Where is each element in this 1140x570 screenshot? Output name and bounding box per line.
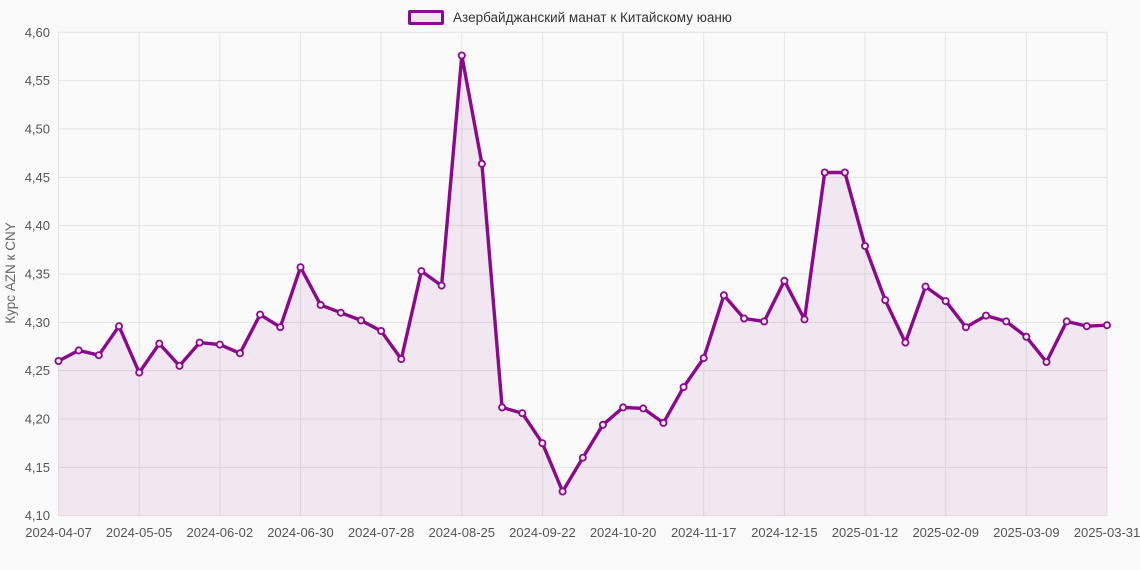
legend-swatch-icon [408, 9, 445, 25]
data-point[interactable] [1022, 332, 1031, 341]
data-point[interactable] [74, 346, 83, 355]
data-point[interactable] [760, 317, 769, 326]
data-point[interactable] [1103, 321, 1112, 330]
data-point[interactable] [215, 340, 224, 349]
data-point[interactable] [659, 418, 668, 427]
y-axis-title: Курс AZN к CNY [3, 222, 18, 323]
x-tick-label: 2024-04-07 [25, 525, 92, 540]
data-point[interactable] [235, 349, 244, 358]
data-points-layer [54, 51, 1112, 496]
x-tick-label: 2025-01-12 [832, 525, 899, 540]
data-point[interactable] [115, 322, 124, 331]
data-point[interactable] [719, 291, 728, 300]
y-tick-label: 4,60 [25, 25, 50, 40]
x-tick-label: 2024-08-25 [429, 525, 496, 540]
data-point[interactable] [477, 159, 486, 168]
series-area-fill [58, 55, 1107, 516]
data-point[interactable] [256, 310, 265, 319]
data-point[interactable] [578, 453, 587, 462]
data-point[interactable] [619, 403, 628, 412]
legend-label: Азербайджанский манат к Китайскому юаню [453, 9, 732, 25]
data-point[interactable] [155, 339, 164, 348]
data-point[interactable] [941, 297, 950, 306]
data-point[interactable] [1002, 317, 1011, 326]
data-point[interactable] [498, 403, 507, 412]
y-tick-label: 4,45 [25, 170, 50, 185]
y-tick-label: 4,10 [25, 508, 50, 523]
x-tick-label: 2024-11-17 [671, 525, 737, 540]
data-point[interactable] [1082, 322, 1091, 331]
data-point[interactable] [276, 323, 285, 332]
y-tick-label: 4,20 [25, 412, 50, 427]
data-point[interactable] [1062, 317, 1071, 326]
data-point[interactable] [679, 383, 688, 392]
data-point[interactable] [397, 355, 406, 364]
x-tick-label: 2025-03-31 [1074, 525, 1140, 540]
data-point[interactable] [518, 409, 527, 418]
data-point[interactable] [336, 308, 345, 317]
data-point[interactable] [699, 354, 708, 363]
data-point[interactable] [598, 420, 607, 429]
data-point[interactable] [417, 267, 426, 276]
x-tick-label: 2025-02-09 [912, 525, 979, 540]
x-tick-label: 2024-07-28 [348, 525, 415, 540]
data-point[interactable] [538, 439, 547, 448]
data-point[interactable] [558, 487, 567, 496]
y-tick-label: 4,55 [25, 73, 50, 88]
y-tick-label: 4,40 [25, 218, 50, 233]
x-tick-label: 2024-06-30 [267, 525, 334, 540]
data-point[interactable] [881, 296, 890, 305]
data-point[interactable] [820, 168, 829, 177]
data-point[interactable] [377, 326, 386, 335]
data-point[interactable] [780, 276, 789, 285]
data-point[interactable] [135, 368, 144, 377]
axis-labels-layer: 4,60 4,55 4,50 4,45 4,40 4,35 4,30 4,25 4,20 4,15… [25, 25, 1140, 540]
data-point[interactable] [457, 51, 466, 60]
x-tick-label: 2024-12-15 [751, 525, 818, 540]
grid-layer [58, 31, 1108, 517]
series-area-line [56, 53, 1109, 516]
data-point[interactable] [639, 404, 648, 413]
data-point[interactable] [195, 338, 204, 347]
legend[interactable]: Азербайджанский манат к Китайскому юаню [0, 5, 1140, 29]
x-tick-label: 2024-10-20 [590, 525, 657, 540]
y-tick-label: 4,30 [25, 315, 50, 330]
data-point[interactable] [961, 323, 970, 332]
data-point[interactable] [54, 356, 63, 365]
data-point[interactable] [296, 263, 305, 272]
data-point[interactable] [316, 300, 325, 309]
x-tick-label: 2025-03-09 [993, 525, 1060, 540]
data-point[interactable] [800, 315, 809, 324]
y-tick-label: 4,35 [25, 267, 50, 282]
data-point[interactable] [740, 314, 749, 323]
data-point[interactable] [437, 281, 446, 290]
data-point[interactable] [901, 338, 910, 347]
data-point[interactable] [840, 168, 849, 177]
y-tick-label: 4,25 [25, 363, 50, 378]
data-point[interactable] [861, 241, 870, 250]
data-point[interactable] [175, 361, 184, 370]
data-point[interactable] [921, 282, 930, 291]
y-tick-label: 4,50 [25, 121, 50, 136]
x-tick-label: 2024-09-22 [509, 525, 576, 540]
data-point[interactable] [94, 351, 103, 360]
data-point[interactable] [356, 316, 365, 325]
data-point[interactable] [982, 311, 991, 320]
x-tick-label: 2024-05-05 [106, 525, 173, 540]
data-point[interactable] [1042, 357, 1051, 366]
x-tick-label: 2024-06-02 [187, 525, 254, 540]
y-tick-label: 4,15 [25, 460, 50, 475]
